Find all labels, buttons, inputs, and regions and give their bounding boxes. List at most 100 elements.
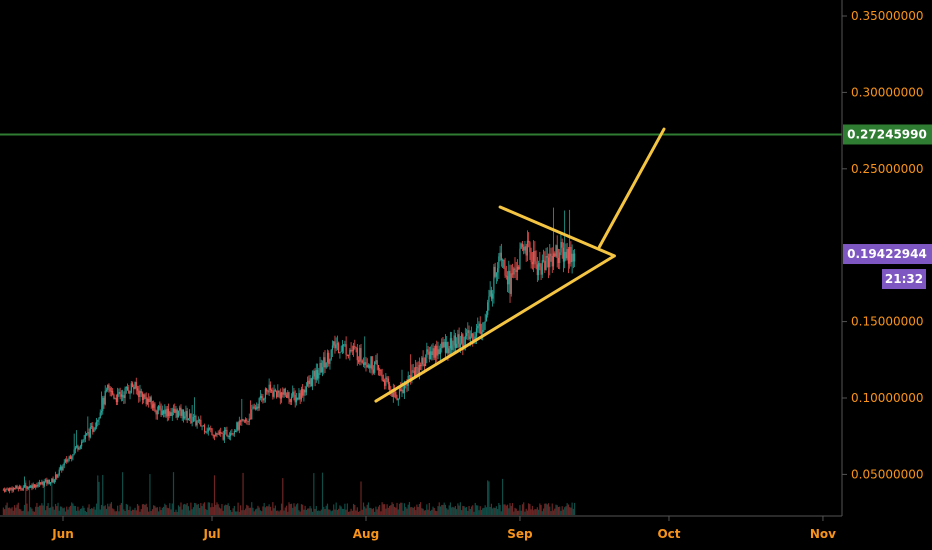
volume-bar bbox=[282, 478, 284, 515]
triangle-annotation[interactable] bbox=[374, 127, 666, 403]
candle-body bbox=[355, 346, 357, 348]
candle-body bbox=[175, 409, 177, 413]
candle-body bbox=[256, 406, 258, 409]
candle-body bbox=[519, 248, 521, 270]
volume-bar bbox=[374, 511, 376, 515]
candle-body bbox=[15, 485, 17, 489]
volume-bar bbox=[492, 508, 494, 515]
candle-body bbox=[349, 349, 351, 355]
candle-body bbox=[326, 352, 329, 363]
candle-body bbox=[120, 394, 122, 397]
time-axis[interactable]: Jun Jul Aug Sep Oct Nov bbox=[51, 516, 836, 541]
volume-bar bbox=[117, 505, 119, 515]
volume-bar bbox=[25, 480, 27, 515]
volume-bar bbox=[189, 510, 191, 515]
candle-body bbox=[53, 479, 55, 483]
candle-body bbox=[165, 409, 167, 417]
candle-body bbox=[241, 419, 243, 422]
volume-bar bbox=[534, 509, 536, 515]
candle-body bbox=[125, 387, 127, 389]
candle-body bbox=[261, 396, 263, 399]
candle-body bbox=[509, 270, 511, 294]
candle-body bbox=[151, 404, 154, 408]
candle-body bbox=[153, 403, 155, 408]
candle-body bbox=[447, 342, 449, 354]
volume-bar bbox=[7, 507, 9, 515]
candle-body bbox=[126, 387, 129, 391]
volume-bar bbox=[526, 510, 529, 515]
volume-bar bbox=[257, 505, 259, 515]
candle-body bbox=[200, 419, 202, 427]
candle-body bbox=[451, 338, 453, 350]
candle-body bbox=[485, 314, 488, 322]
volume-bar bbox=[555, 504, 557, 515]
candle-body bbox=[67, 459, 69, 462]
candlesticks bbox=[2, 207, 576, 494]
breakout-arrow-line[interactable] bbox=[597, 127, 666, 249]
volume-bar bbox=[122, 472, 124, 515]
volume-bar bbox=[311, 511, 314, 515]
volume-bar bbox=[528, 503, 530, 515]
candle-body bbox=[76, 445, 78, 448]
volume-bar bbox=[365, 508, 367, 515]
candle-body bbox=[343, 344, 345, 346]
candle-body bbox=[315, 369, 317, 380]
candle-body bbox=[498, 256, 500, 269]
volume-bar bbox=[66, 506, 68, 515]
volume-bar bbox=[236, 511, 238, 515]
volume-bar bbox=[95, 503, 98, 515]
candle-body bbox=[569, 246, 571, 264]
candle-body bbox=[501, 259, 504, 261]
candle-body bbox=[94, 427, 96, 430]
volume-bar bbox=[162, 506, 165, 515]
volume-bar bbox=[272, 502, 274, 515]
candle-body bbox=[458, 334, 460, 348]
volume-bar bbox=[248, 507, 250, 515]
candle-body bbox=[238, 420, 240, 430]
volume-bar bbox=[71, 502, 73, 515]
candle-body bbox=[172, 408, 175, 413]
candle-body bbox=[54, 474, 57, 480]
svg-text:0.19422944: 0.19422944 bbox=[847, 247, 927, 261]
volume-bar bbox=[67, 509, 69, 515]
candle-body bbox=[521, 243, 524, 247]
triangle-upper-line[interactable] bbox=[498, 205, 616, 258]
candle-body bbox=[25, 485, 27, 487]
volume-bar bbox=[299, 511, 301, 515]
candle-body bbox=[253, 406, 255, 408]
volume-bar bbox=[308, 508, 310, 515]
candle-body bbox=[185, 411, 187, 417]
volume-bar bbox=[239, 505, 242, 515]
volume-bar bbox=[521, 504, 524, 515]
candle-body bbox=[376, 360, 378, 366]
candle-body bbox=[400, 388, 402, 392]
candle-body bbox=[303, 389, 305, 396]
volume-bar bbox=[31, 508, 33, 515]
candle-body bbox=[536, 264, 538, 276]
volume-bar bbox=[94, 509, 96, 515]
triangle-lower-line[interactable] bbox=[374, 254, 616, 403]
candle-body bbox=[184, 416, 186, 419]
volume-bar bbox=[499, 504, 501, 515]
volume-bar bbox=[547, 503, 550, 515]
candle-body bbox=[386, 377, 388, 379]
volume-bar bbox=[287, 511, 289, 515]
volume-bar bbox=[305, 509, 307, 515]
volume-bar bbox=[148, 511, 150, 515]
candle-body bbox=[208, 428, 211, 430]
candle-body bbox=[251, 409, 253, 420]
volume-bar bbox=[484, 505, 486, 515]
candle-body bbox=[11, 488, 13, 491]
volume-bar bbox=[429, 510, 432, 515]
volume-bar bbox=[361, 509, 363, 515]
volume-bar bbox=[41, 503, 43, 515]
volume-bar bbox=[233, 505, 235, 515]
volume-bar bbox=[221, 504, 223, 515]
volume-bar bbox=[346, 503, 348, 515]
candle-body bbox=[155, 410, 157, 415]
price-axis[interactable]: 0.35000000 0.30000000 0.25000000 0.15000000… bbox=[842, 9, 924, 481]
volume-bar bbox=[518, 510, 520, 515]
candle-body bbox=[341, 345, 343, 352]
volume-bar bbox=[549, 506, 551, 515]
